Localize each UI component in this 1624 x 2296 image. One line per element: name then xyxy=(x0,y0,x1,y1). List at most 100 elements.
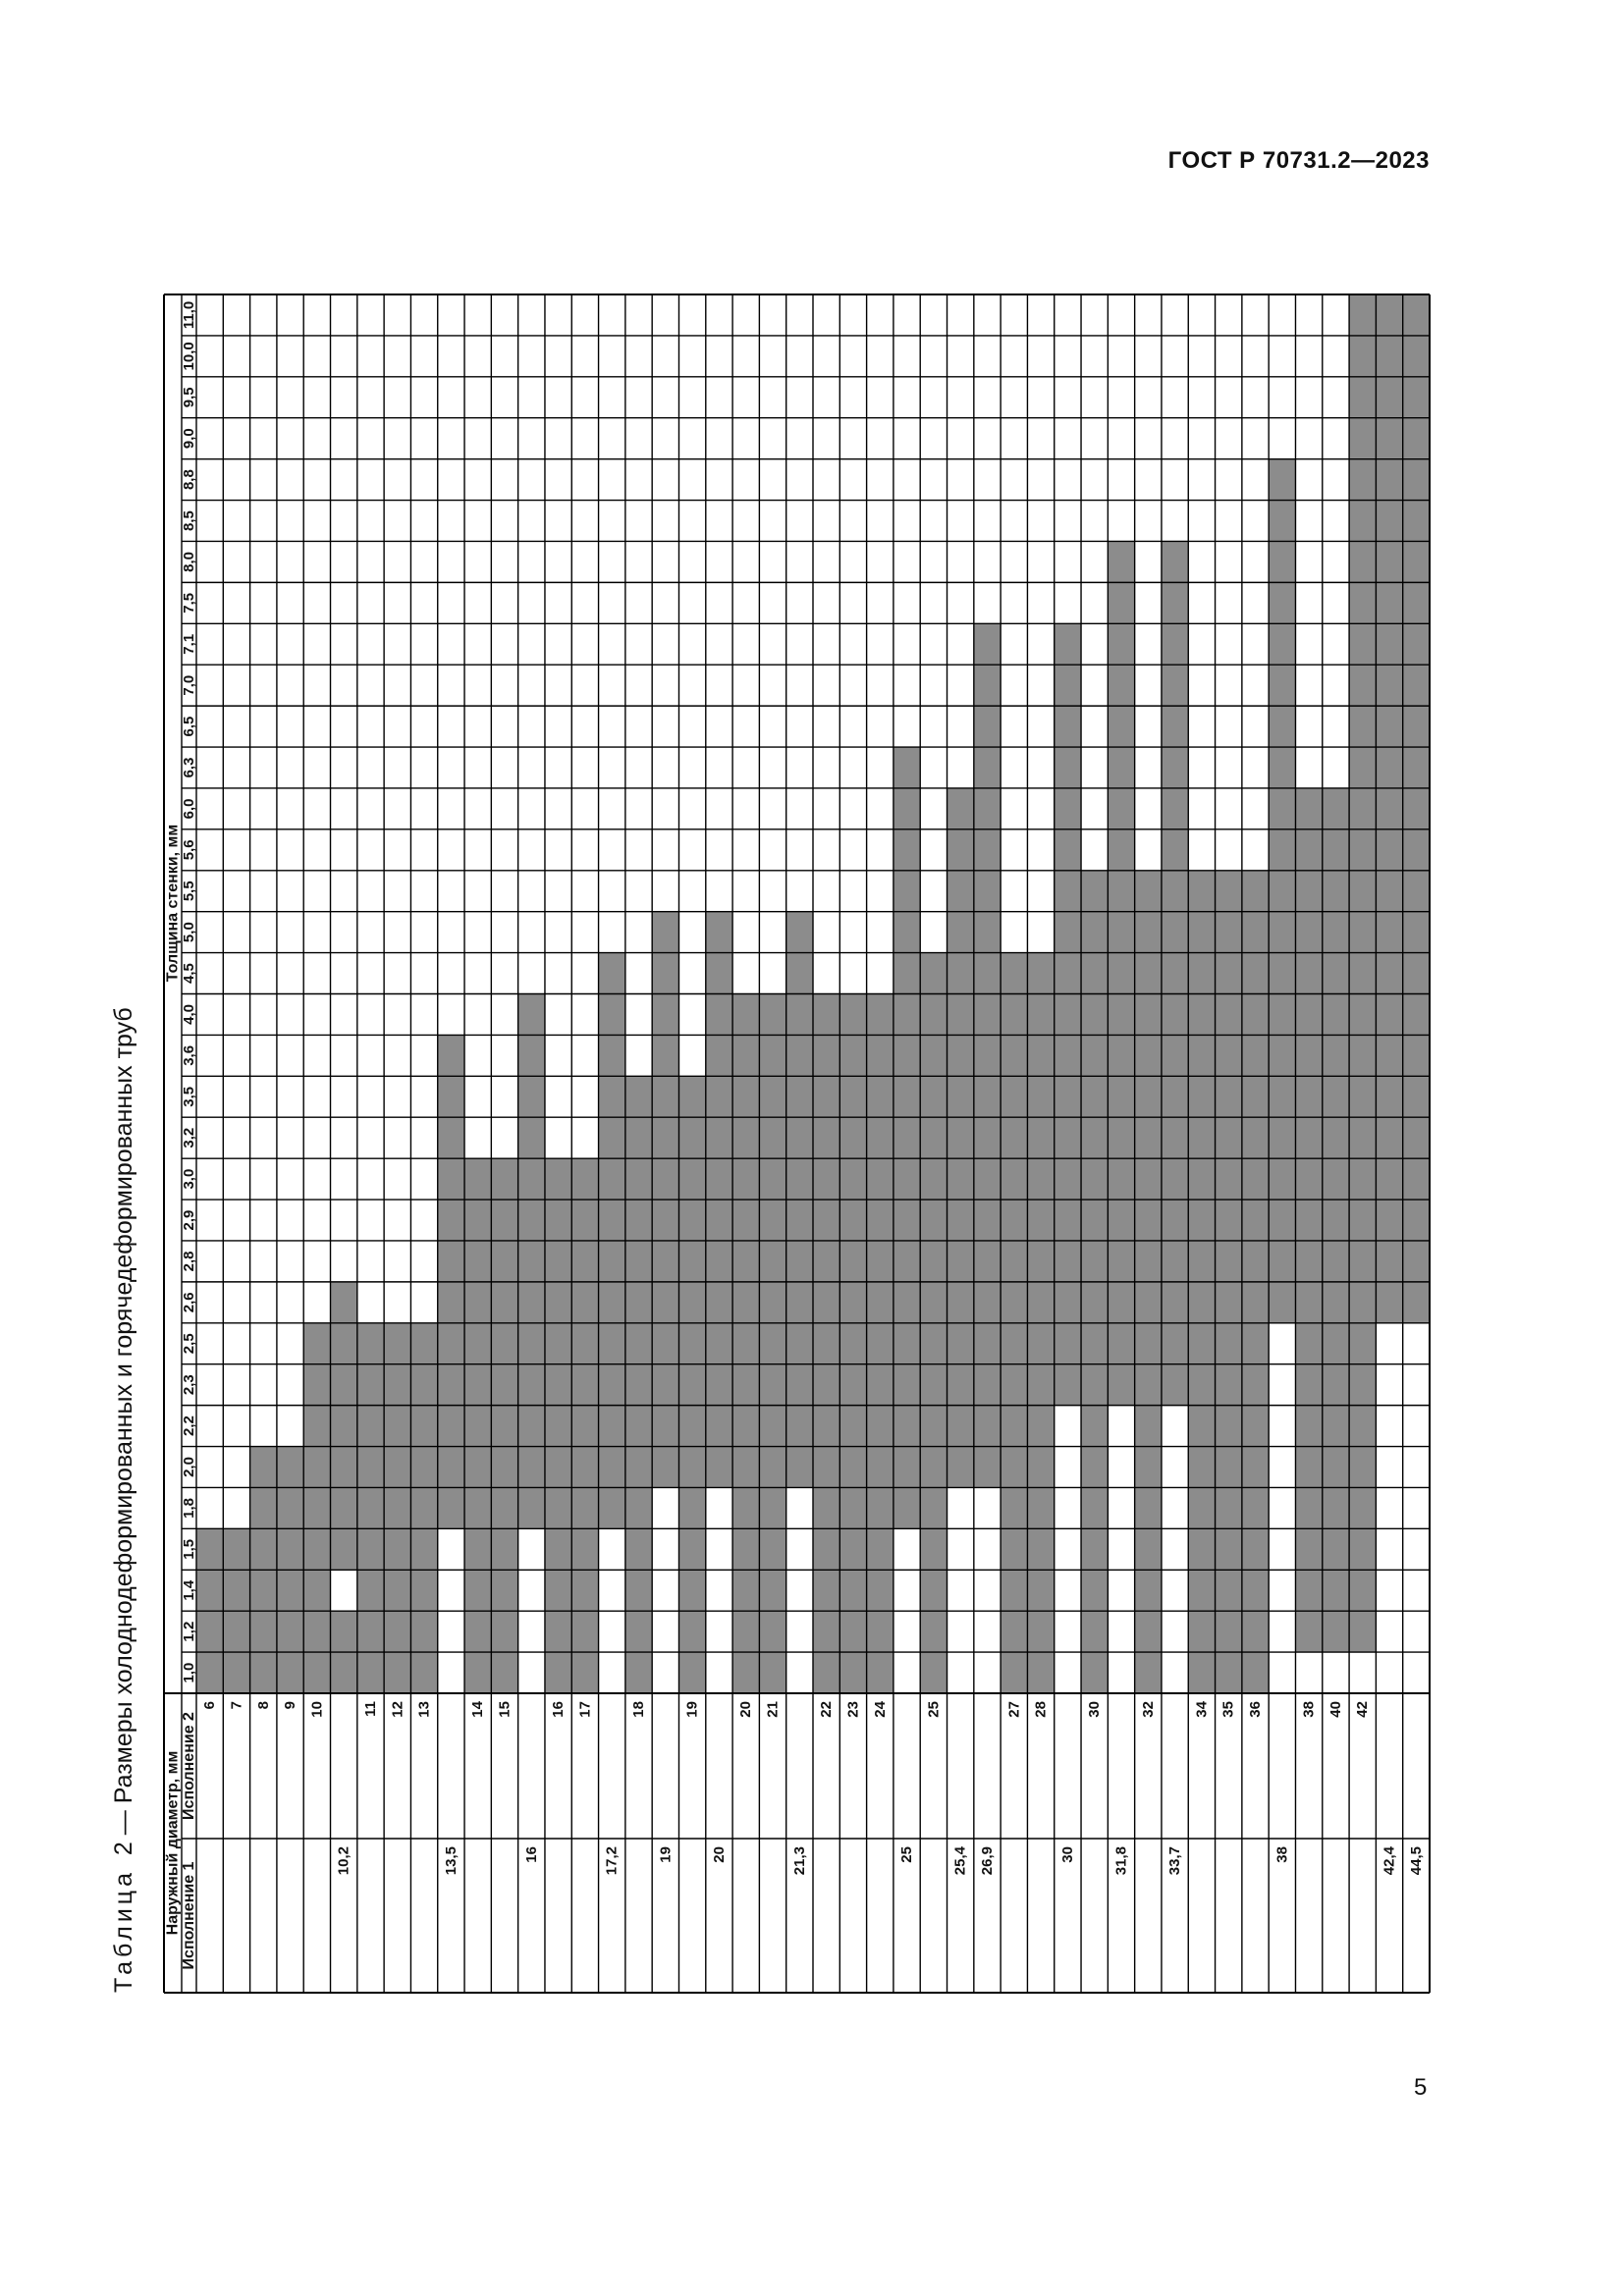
filled-cell xyxy=(705,1158,733,1201)
filled-cell xyxy=(624,1405,653,1447)
filled-cell xyxy=(624,1528,653,1571)
filled-cell xyxy=(384,1446,411,1488)
filled-cell xyxy=(1241,1405,1270,1447)
filled-cell xyxy=(1349,1117,1377,1159)
diameter-exec2-label: 34 xyxy=(1193,1700,1210,1717)
diameter-exec2-label: 25 xyxy=(925,1701,942,1718)
filled-cell xyxy=(1349,335,1377,377)
filled-cell xyxy=(598,1446,625,1488)
filled-cell xyxy=(1349,747,1377,788)
filled-cell xyxy=(1322,1611,1350,1653)
filled-cell xyxy=(1001,1281,1028,1323)
filled-cell xyxy=(1108,665,1135,707)
filled-cell xyxy=(813,993,840,1036)
filled-cell xyxy=(652,1158,679,1201)
filled-cell xyxy=(1269,1200,1296,1241)
filled-cell xyxy=(598,1117,625,1159)
filled-cell xyxy=(678,1240,706,1282)
filled-cell xyxy=(1402,582,1430,624)
filled-cell xyxy=(330,1405,357,1447)
filled-cell xyxy=(1081,1281,1109,1323)
filled-cell xyxy=(437,1281,465,1323)
filled-cell xyxy=(1054,623,1082,666)
filled-cell xyxy=(1001,1446,1028,1488)
thickness-label: 1,0 xyxy=(181,1663,197,1683)
diameter-exec2-label: 16 xyxy=(550,1701,567,1718)
filled-cell xyxy=(544,1363,572,1406)
filled-cell xyxy=(920,1322,947,1364)
filled-cell xyxy=(920,1200,947,1241)
filled-cell xyxy=(1322,952,1350,994)
filled-cell xyxy=(196,1611,224,1653)
filled-cell xyxy=(1054,993,1082,1036)
filled-cell xyxy=(652,911,679,953)
filled-cell xyxy=(1402,911,1430,953)
filled-cell xyxy=(598,1405,625,1447)
filled-cell xyxy=(464,1322,492,1364)
filled-cell xyxy=(1188,1652,1216,1693)
filled-cell xyxy=(276,1446,304,1488)
filled-cell xyxy=(330,1446,357,1488)
filled-cell xyxy=(1027,1528,1055,1571)
filled-cell xyxy=(893,787,921,829)
filled-cell xyxy=(973,1240,1001,1282)
filled-cell xyxy=(1269,952,1296,994)
filled-cell xyxy=(732,1446,760,1488)
filled-cell xyxy=(1108,1200,1135,1241)
filled-cell xyxy=(1349,828,1377,871)
filled-cell xyxy=(947,1446,974,1488)
filled-cell xyxy=(598,1240,625,1282)
filled-cell xyxy=(1134,1281,1162,1323)
filled-cell xyxy=(1161,1363,1189,1406)
filled-cell xyxy=(1054,870,1082,912)
filled-cell xyxy=(947,952,974,994)
thickness-label: 9,0 xyxy=(181,428,197,449)
filled-cell xyxy=(1295,1281,1323,1323)
filled-cell xyxy=(920,1076,947,1118)
filled-cell xyxy=(1054,828,1082,871)
filled-cell xyxy=(813,1158,840,1201)
filled-cell xyxy=(973,1117,1001,1159)
filled-cell xyxy=(571,1652,599,1693)
filled-cell xyxy=(410,1446,438,1488)
filled-cell xyxy=(785,1405,813,1447)
filled-cell xyxy=(1349,993,1377,1036)
filled-cell xyxy=(571,1405,599,1447)
filled-cell xyxy=(1376,911,1403,953)
filled-cell xyxy=(1269,993,1296,1036)
filled-cell xyxy=(517,1076,545,1118)
filled-cell xyxy=(1081,993,1109,1036)
filled-cell xyxy=(437,1158,465,1201)
diameter-exec1-label: 17,2 xyxy=(604,1846,621,1875)
filled-cell xyxy=(464,1363,492,1406)
filled-cell xyxy=(1027,1611,1055,1653)
filled-cell xyxy=(947,828,974,871)
filled-cell xyxy=(1295,1076,1323,1118)
filled-cell xyxy=(1349,417,1377,459)
filled-cell xyxy=(973,706,1001,748)
filled-cell xyxy=(624,1240,653,1282)
diameter-exec2-label: 18 xyxy=(630,1701,647,1718)
filled-cell xyxy=(1322,1446,1350,1488)
filled-cell xyxy=(732,1322,760,1364)
filled-cell xyxy=(464,1487,492,1529)
header-execution-1: Исполнение 1 xyxy=(181,1861,197,1969)
filled-cell xyxy=(1188,870,1216,912)
filled-cell xyxy=(1188,1240,1216,1282)
filled-cell xyxy=(1402,665,1430,707)
filled-cell xyxy=(1269,911,1296,953)
filled-cell xyxy=(1134,870,1162,912)
filled-cell xyxy=(893,1117,921,1159)
filled-cell xyxy=(1376,1281,1403,1323)
filled-cell xyxy=(732,1405,760,1447)
filled-cell xyxy=(410,1611,438,1653)
filled-cell xyxy=(437,1405,465,1447)
diameter-exec2-label: 23 xyxy=(844,1701,861,1718)
filled-cell xyxy=(973,1281,1001,1323)
filled-cell xyxy=(1376,458,1403,501)
filled-cell xyxy=(624,1322,653,1364)
filled-cell xyxy=(1322,1240,1350,1282)
filled-cell xyxy=(491,1611,518,1653)
filled-cell xyxy=(464,1200,492,1241)
filled-cell xyxy=(1269,500,1296,542)
